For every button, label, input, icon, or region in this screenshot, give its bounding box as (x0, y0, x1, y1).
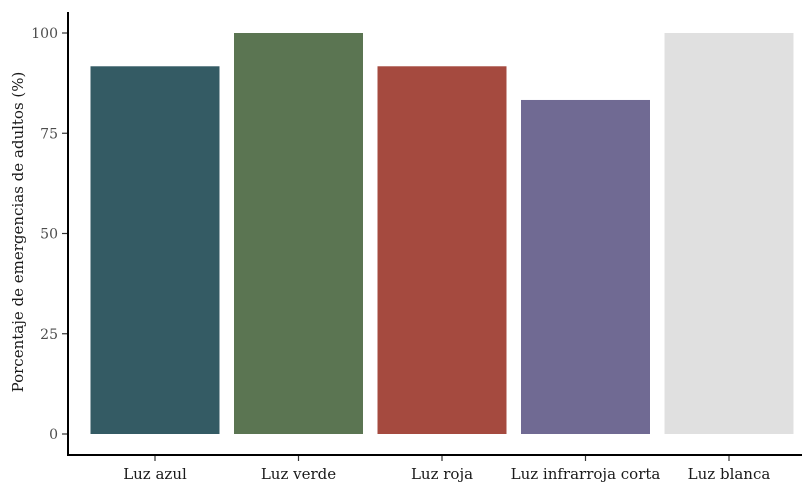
x-tick-label: Luz infrarroja corta (511, 465, 661, 483)
y-axis-title: Porcentaje de emergencias de adultos (%) (9, 72, 27, 393)
y-tick-label: 25 (40, 327, 58, 343)
y-tick-label: 50 (40, 227, 58, 243)
y-tick-label: 100 (31, 26, 58, 42)
bar-luz-verde (234, 33, 363, 434)
bars-group (90, 33, 794, 435)
x-tick-label: Luz verde (261, 465, 336, 483)
x-tick-label: Luz roja (411, 465, 473, 483)
bar-luz-infrarroja-corta (521, 99, 650, 434)
bar-luz-blanca (664, 33, 794, 434)
x-tick-label: Luz azul (123, 465, 187, 483)
y-axis-ticks: 0 25 50 75 100 (31, 26, 67, 443)
x-axis-ticks: Luz azul Luz verde Luz roja Luz infrarroja … (123, 456, 770, 483)
y-tick-label: 0 (49, 427, 58, 443)
x-tick-label: Luz blanca (688, 465, 771, 483)
bar-luz-roja (377, 66, 507, 435)
bar-luz-azul (90, 66, 220, 435)
y-tick-label: 75 (40, 126, 58, 142)
